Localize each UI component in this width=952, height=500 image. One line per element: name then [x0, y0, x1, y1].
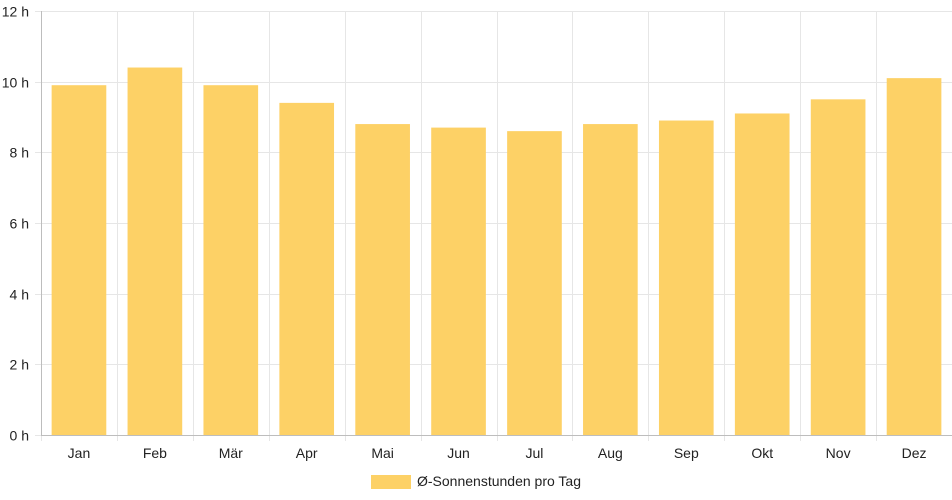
legend[interactable]: Ø-Sonnenstunden pro Tag	[371, 473, 581, 489]
y-tick-labels: 0 h 2 h 4 h 6 h 8 h 10 h 12 h	[2, 4, 29, 444]
bar-Jun[interactable]	[431, 127, 486, 435]
y-tick-label-12: 12 h	[2, 4, 29, 20]
y-tick-label-10: 10 h	[2, 75, 29, 91]
x-tick-label-Nov: Nov	[826, 445, 851, 461]
bar-Dez[interactable]	[886, 78, 942, 435]
x-tick-label-Feb: Feb	[143, 445, 167, 461]
x-tick-label-Apr: Apr	[296, 445, 318, 461]
bar-Feb[interactable]	[127, 67, 183, 435]
x-tick-label-Mär: Mär	[219, 445, 243, 461]
bar-Apr[interactable]	[279, 102, 335, 436]
x-tick-labels: Jan Feb Mär Apr Mai Jun Jul Aug Sep Okt Nov Dez	[68, 445, 927, 461]
x-tick-label-Okt: Okt	[751, 445, 773, 461]
y-tick-label-8: 8 h	[10, 145, 29, 161]
y-tick-label-4: 4 h	[10, 287, 29, 303]
y-tick-label-0: 0 h	[10, 428, 29, 444]
bar-Nov[interactable]	[810, 99, 866, 435]
x-tick-label-Jun: Jun	[447, 445, 470, 461]
x-tick-label-Mai: Mai	[371, 445, 394, 461]
x-tick-label-Jul: Jul	[526, 445, 544, 461]
bar-Okt[interactable]	[734, 113, 790, 435]
axes	[41, 11, 952, 436]
legend-swatch	[371, 475, 411, 489]
bar-Jul[interactable]	[507, 131, 562, 435]
bar-Jan[interactable]	[51, 85, 107, 435]
x-tick-label-Jan: Jan	[68, 445, 91, 461]
legend-label: Ø-Sonnenstunden pro Tag	[417, 473, 581, 489]
bar-Mai[interactable]	[355, 124, 410, 435]
y-tick-label-2: 2 h	[10, 357, 29, 373]
bar-Aug[interactable]	[583, 124, 638, 435]
bars	[51, 67, 942, 436]
x-tick-label-Sep: Sep	[674, 445, 699, 461]
y-tick-label-6: 6 h	[10, 216, 29, 232]
x-tick-label-Aug: Aug	[598, 445, 623, 461]
grid-lines	[35, 11, 952, 441]
x-tick-label-Dez: Dez	[902, 445, 927, 461]
bar-Sep[interactable]	[658, 120, 714, 435]
bar-Mär[interactable]	[203, 85, 259, 435]
